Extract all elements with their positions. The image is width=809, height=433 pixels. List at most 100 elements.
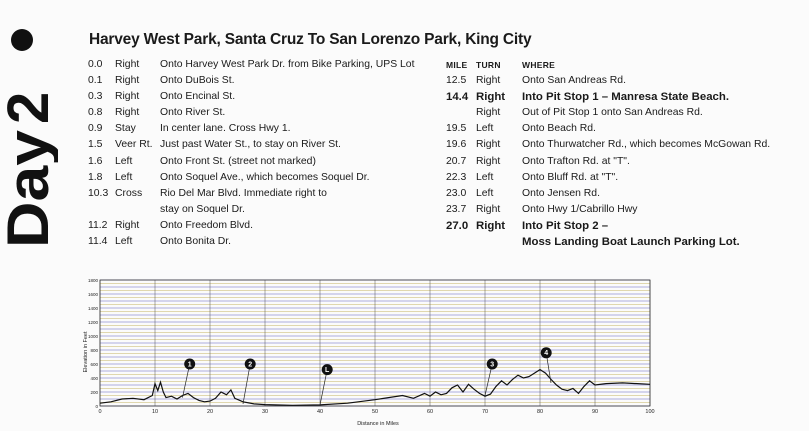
cue-row: 20.7 Right Onto Trafton Rd. at "T". bbox=[446, 154, 786, 170]
y-axis-label: Elevation in Feet bbox=[83, 331, 89, 372]
cue-turn: Cross bbox=[115, 187, 143, 199]
cue-turn: Right bbox=[476, 107, 501, 119]
cue-mile: 0.1 bbox=[88, 75, 103, 87]
y-tick-label: 0 bbox=[95, 404, 98, 409]
cue-turn: Right bbox=[476, 219, 506, 232]
cue-mile: 12.5 bbox=[446, 75, 467, 87]
marker-leader bbox=[182, 363, 191, 398]
x-tick-label: 50 bbox=[372, 409, 378, 415]
cue-row-pit-stop: 14.4 Right Into Pit Stop 1 – Manresa State… bbox=[446, 89, 786, 105]
route-title: Harvey West Park, Santa Cruz To San Lore… bbox=[89, 31, 532, 48]
cue-turn: Right bbox=[115, 107, 140, 119]
cue-turn: Left bbox=[115, 155, 133, 167]
cue-where: Onto DuBois St. bbox=[160, 75, 235, 87]
cue-where: Onto Front St. (street not marked) bbox=[160, 155, 316, 167]
cue-where: Onto Soquel Ave., which becomes Soquel D… bbox=[160, 171, 370, 183]
cue-turn: Left bbox=[115, 171, 133, 183]
cue-mile: 1.8 bbox=[88, 171, 103, 183]
marker-badge bbox=[244, 358, 256, 370]
cue-mile: 0.3 bbox=[88, 91, 103, 103]
x-tick-label: 100 bbox=[645, 409, 654, 415]
cue-row: 0.9 Stay In center lane. Cross Hwy 1. bbox=[88, 121, 448, 137]
cue-row: 1.5 Veer Rt. Just past Water St., to stay … bbox=[88, 137, 448, 153]
x-tick-label: 0 bbox=[98, 409, 101, 415]
y-tick-label: 1400 bbox=[88, 306, 99, 311]
cue-mile: 1.5 bbox=[88, 139, 103, 151]
cue-mile: 23.7 bbox=[446, 203, 467, 215]
cue-row: 0.0 Right Onto Harvey West Park Dr. from B… bbox=[88, 57, 448, 73]
cue-where: Into Pit Stop 2 – bbox=[522, 219, 609, 232]
cue-turn: Left bbox=[476, 123, 494, 135]
day-dot bbox=[11, 29, 33, 51]
cue-mile: 0.8 bbox=[88, 107, 103, 119]
cue-turn: Left bbox=[476, 171, 494, 183]
cue-row-pit-stop: Moss Landing Boat Launch Parking Lot. bbox=[446, 234, 786, 250]
cue-row: 1.8 Left Onto Soquel Ave., which becomes S… bbox=[88, 170, 448, 186]
elevation-chart: 0 10 20 30 40 50 60 70 80 90 100020040060080010001… bbox=[83, 278, 655, 427]
y-tick-label: 400 bbox=[90, 376, 98, 381]
cue-where: Just past Water St., to stay on River St… bbox=[160, 139, 341, 151]
cue-where: In center lane. Cross Hwy 1. bbox=[160, 123, 291, 135]
cue-turn: Right bbox=[115, 75, 140, 87]
cue-row: 23.0 Left Onto Jensen Rd. bbox=[446, 186, 786, 202]
cue-where: stay on Soquel Dr. bbox=[160, 203, 245, 215]
marker-badge bbox=[184, 358, 196, 370]
cue-turn: Right bbox=[115, 59, 140, 70]
cue-where: Onto Jensen Rd. bbox=[522, 187, 600, 199]
chart-markers: 1 2 L 3 4 bbox=[182, 347, 552, 406]
cue-row: 22.3 Left Onto Bluff Rd. at "T". bbox=[446, 170, 786, 186]
cue-turn: Right bbox=[115, 219, 140, 231]
cue-row: Right Out of Pit Stop 1 onto San Andreas … bbox=[446, 105, 786, 121]
marker-badge bbox=[540, 347, 552, 359]
cue-where: Onto Bluff Rd. at "T". bbox=[522, 171, 619, 183]
x-axis-label: Distance in Miles bbox=[357, 421, 399, 427]
cue-where: Onto Thurwatcher Rd., which becomes McGo… bbox=[522, 139, 771, 151]
cue-where: Moss Landing Boat Launch Parking Lot. bbox=[522, 236, 740, 249]
cue-where: Onto Hwy 1/Cabrillo Hwy bbox=[522, 203, 638, 215]
cue-where: Onto Freedom Blvd. bbox=[160, 219, 253, 231]
cue-row: 12.5 Right Onto San Andreas Rd. bbox=[446, 73, 786, 89]
cue-where: Onto Trafton Rd. at "T". bbox=[522, 155, 630, 167]
marker-label: L bbox=[325, 367, 330, 374]
header-turn: TURN bbox=[476, 60, 501, 70]
cue-sheet-left: 0.0 Right Onto Harvey West Park Dr. from B… bbox=[88, 57, 448, 250]
cue-mile: 0.0 bbox=[88, 59, 103, 70]
cue-mile: 20.7 bbox=[446, 155, 467, 167]
cue-where: Onto Harvey West Park Dr. from Bike Park… bbox=[160, 59, 415, 70]
elevation-profile: 0 10 20 30 40 50 60 70 80 90 100 0 200 400 600 800 1000 1… bbox=[78, 272, 658, 428]
x-tick-label: 40 bbox=[317, 409, 323, 415]
y-tick-label: 1800 bbox=[88, 278, 99, 283]
cue-turn: Stay bbox=[115, 123, 136, 135]
cue-row: stay on Soquel Dr. bbox=[88, 202, 448, 218]
cue-mile: 11.4 bbox=[88, 236, 108, 248]
cue-turn: Veer Rt. bbox=[115, 139, 153, 151]
marker-badge bbox=[321, 364, 333, 376]
cue-mile: 14.4 bbox=[446, 91, 469, 104]
cue-row: 19.5 Left Onto Beach Rd. bbox=[446, 121, 786, 137]
cue-turn: Right bbox=[115, 91, 140, 103]
cue-row: 0.8 Right Onto River St. bbox=[88, 105, 448, 121]
marker-label: 2 bbox=[248, 361, 252, 368]
cue-mile: 11.2 bbox=[88, 219, 108, 231]
marker-leader bbox=[242, 363, 251, 404]
x-tick-label: 80 bbox=[537, 409, 543, 415]
x-tick-label: 70 bbox=[482, 409, 488, 415]
y-tick-label: 1200 bbox=[88, 320, 99, 325]
marker-badge bbox=[486, 358, 498, 370]
cue-turn: Left bbox=[476, 187, 494, 199]
cue-row: 11.2 Right Onto Freedom Blvd. bbox=[88, 218, 448, 234]
cue-row: 1.6 Left Onto Front St. (street not marked… bbox=[88, 154, 448, 170]
y-tick-label: 200 bbox=[90, 390, 98, 395]
cue-turn: Right bbox=[476, 203, 501, 215]
header-mile: MILE bbox=[446, 60, 468, 70]
y-tick-label: 600 bbox=[90, 362, 98, 367]
cue-where: Out of Pit Stop 1 onto San Andreas Rd. bbox=[522, 107, 703, 119]
cue-mile: 19.5 bbox=[446, 123, 467, 135]
x-tick-label: 20 bbox=[207, 409, 213, 415]
cue-where: Into Pit Stop 1 – Manresa State Beach. bbox=[522, 91, 729, 104]
day-number: 2 bbox=[0, 92, 58, 124]
x-tick-label: 60 bbox=[427, 409, 433, 415]
marker-label: 1 bbox=[188, 361, 192, 368]
cue-where: Onto River St. bbox=[160, 107, 226, 119]
cue-mile: 19.6 bbox=[446, 139, 467, 151]
